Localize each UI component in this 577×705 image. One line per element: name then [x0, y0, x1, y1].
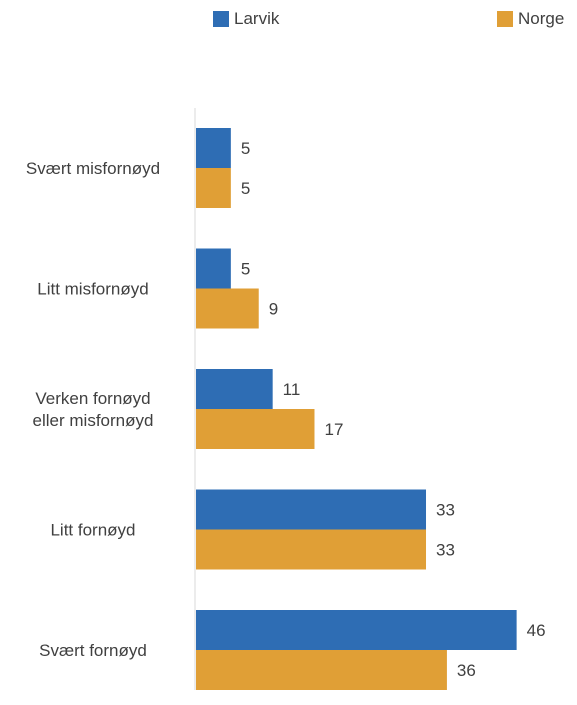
bar-larvik — [196, 610, 517, 650]
value-label-larvik: 11 — [283, 380, 301, 399]
legend-label-norge: Norge — [518, 9, 565, 28]
bar-norge — [196, 409, 315, 449]
bar-larvik — [196, 248, 231, 289]
legend-label-larvik: Larvik — [234, 9, 280, 28]
value-label-norge: 9 — [269, 300, 278, 319]
category-label: Litt misfornøyd — [37, 280, 148, 299]
legend-swatch-larvik — [213, 11, 229, 27]
value-label-norge: 33 — [436, 541, 455, 560]
category-label: Verken fornøyd eller misfornøyd — [33, 389, 154, 430]
value-label-norge: 36 — [457, 661, 476, 680]
value-label-norge: 5 — [241, 179, 250, 198]
bar-larvik — [196, 369, 273, 409]
legend-swatch-norge — [497, 11, 513, 27]
category-label: Svært misfornøyd — [26, 159, 160, 178]
legend-item-norge: Norge — [497, 8, 564, 30]
value-label-norge: 17 — [324, 420, 343, 439]
value-label-larvik: 5 — [241, 139, 250, 158]
bar-norge — [196, 288, 259, 329]
value-label-larvik: 5 — [241, 260, 250, 279]
value-label-larvik: 33 — [436, 501, 455, 520]
bar-norge — [196, 650, 447, 690]
category-label: Svært fornøyd — [39, 641, 147, 660]
value-label-larvik: 46 — [527, 621, 546, 640]
legend-item-larvik: Larvik — [213, 8, 279, 30]
bar-norge — [196, 529, 427, 570]
bar-larvik — [196, 489, 427, 530]
bar-norge — [196, 168, 231, 208]
bar-larvik — [196, 128, 231, 168]
category-label: Litt fornøyd — [50, 521, 135, 540]
